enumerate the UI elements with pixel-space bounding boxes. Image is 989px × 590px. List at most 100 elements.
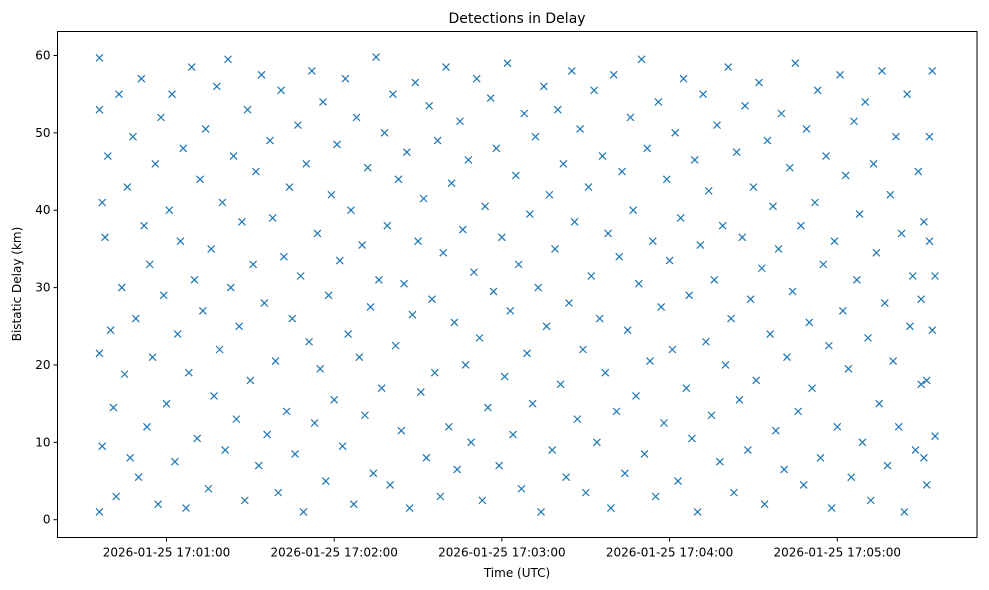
data-point	[330, 395, 339, 404]
data-point	[822, 152, 831, 160]
data-point	[307, 67, 316, 75]
data-point	[861, 97, 870, 106]
data-point	[500, 372, 509, 381]
data-point	[472, 74, 481, 83]
data-point	[573, 415, 582, 424]
data-point	[634, 279, 643, 288]
data-point	[277, 86, 286, 95]
data-point	[797, 221, 805, 230]
data-point	[548, 446, 557, 454]
data-point	[654, 97, 663, 106]
data-point	[660, 419, 668, 427]
data-point	[824, 341, 833, 350]
data-point	[838, 306, 847, 315]
data-point	[836, 70, 844, 79]
data-point	[218, 198, 227, 207]
data-point	[461, 361, 470, 369]
data-point	[707, 411, 716, 420]
data-point	[492, 144, 501, 153]
data-point	[170, 457, 179, 466]
y-tick-label: 60	[35, 48, 50, 62]
data-point	[98, 198, 107, 207]
data-point	[830, 237, 839, 246]
data-point	[117, 283, 126, 292]
data-point	[900, 508, 909, 516]
data-point	[509, 430, 517, 439]
data-point	[400, 279, 408, 288]
data-point	[559, 159, 568, 168]
data-point	[534, 283, 543, 292]
data-point	[302, 159, 311, 168]
data-point	[282, 407, 291, 416]
data-point	[321, 477, 330, 485]
data-point	[757, 264, 766, 273]
data-point	[419, 194, 428, 203]
data-point	[710, 275, 719, 284]
data-point	[917, 380, 926, 389]
data-point	[676, 214, 685, 222]
data-point	[366, 303, 375, 311]
data-point	[562, 473, 571, 482]
x-axis-label: Time (UTC)	[483, 566, 550, 580]
data-point	[886, 190, 895, 199]
data-point	[925, 132, 934, 141]
data-point	[721, 361, 730, 369]
data-point	[587, 272, 596, 280]
data-point	[925, 237, 934, 246]
data-point	[897, 229, 906, 238]
data-point	[584, 183, 593, 191]
data-point	[433, 136, 442, 145]
data-point	[361, 411, 369, 420]
data-point	[729, 488, 738, 497]
data-point	[696, 241, 705, 249]
data-point	[810, 198, 819, 207]
data-point	[184, 368, 193, 377]
data-point	[198, 306, 207, 315]
y-tick-label: 20	[35, 358, 50, 372]
data-point	[648, 237, 657, 246]
data-point	[919, 217, 928, 226]
data-point	[718, 221, 727, 230]
data-point	[464, 156, 473, 164]
data-point	[458, 225, 467, 234]
data-point	[715, 457, 724, 466]
data-point	[481, 202, 490, 211]
data-point	[919, 453, 928, 462]
data-point	[377, 384, 386, 393]
data-point	[98, 442, 107, 451]
data-point	[187, 63, 196, 72]
data-point	[743, 446, 752, 454]
data-point	[914, 167, 923, 176]
data-point	[511, 171, 520, 180]
data-point	[439, 248, 448, 257]
data-point	[391, 341, 400, 350]
data-point	[95, 349, 104, 358]
data-point	[388, 90, 397, 99]
data-point	[229, 152, 238, 160]
data-point	[190, 275, 199, 284]
data-point	[447, 179, 456, 188]
data-point	[858, 438, 867, 447]
data-point	[486, 94, 495, 102]
data-point	[771, 426, 780, 435]
data-point	[894, 422, 903, 431]
data-point	[383, 221, 392, 230]
data-point	[497, 233, 506, 242]
data-point	[344, 330, 353, 338]
data-point	[352, 113, 361, 122]
data-point	[732, 148, 741, 157]
data-point	[620, 469, 629, 478]
data-point	[257, 70, 266, 79]
data-point	[755, 78, 763, 87]
data-point	[780, 465, 789, 474]
data-point	[226, 283, 235, 292]
data-point	[168, 90, 177, 99]
data-point	[207, 244, 216, 253]
data-point	[604, 229, 613, 238]
data-point	[293, 121, 302, 130]
data-point	[668, 345, 677, 354]
y-axis-label: Bistatic Delay (km)	[10, 227, 24, 342]
data-point	[140, 221, 149, 230]
data-point	[808, 384, 817, 393]
data-point	[402, 148, 411, 157]
